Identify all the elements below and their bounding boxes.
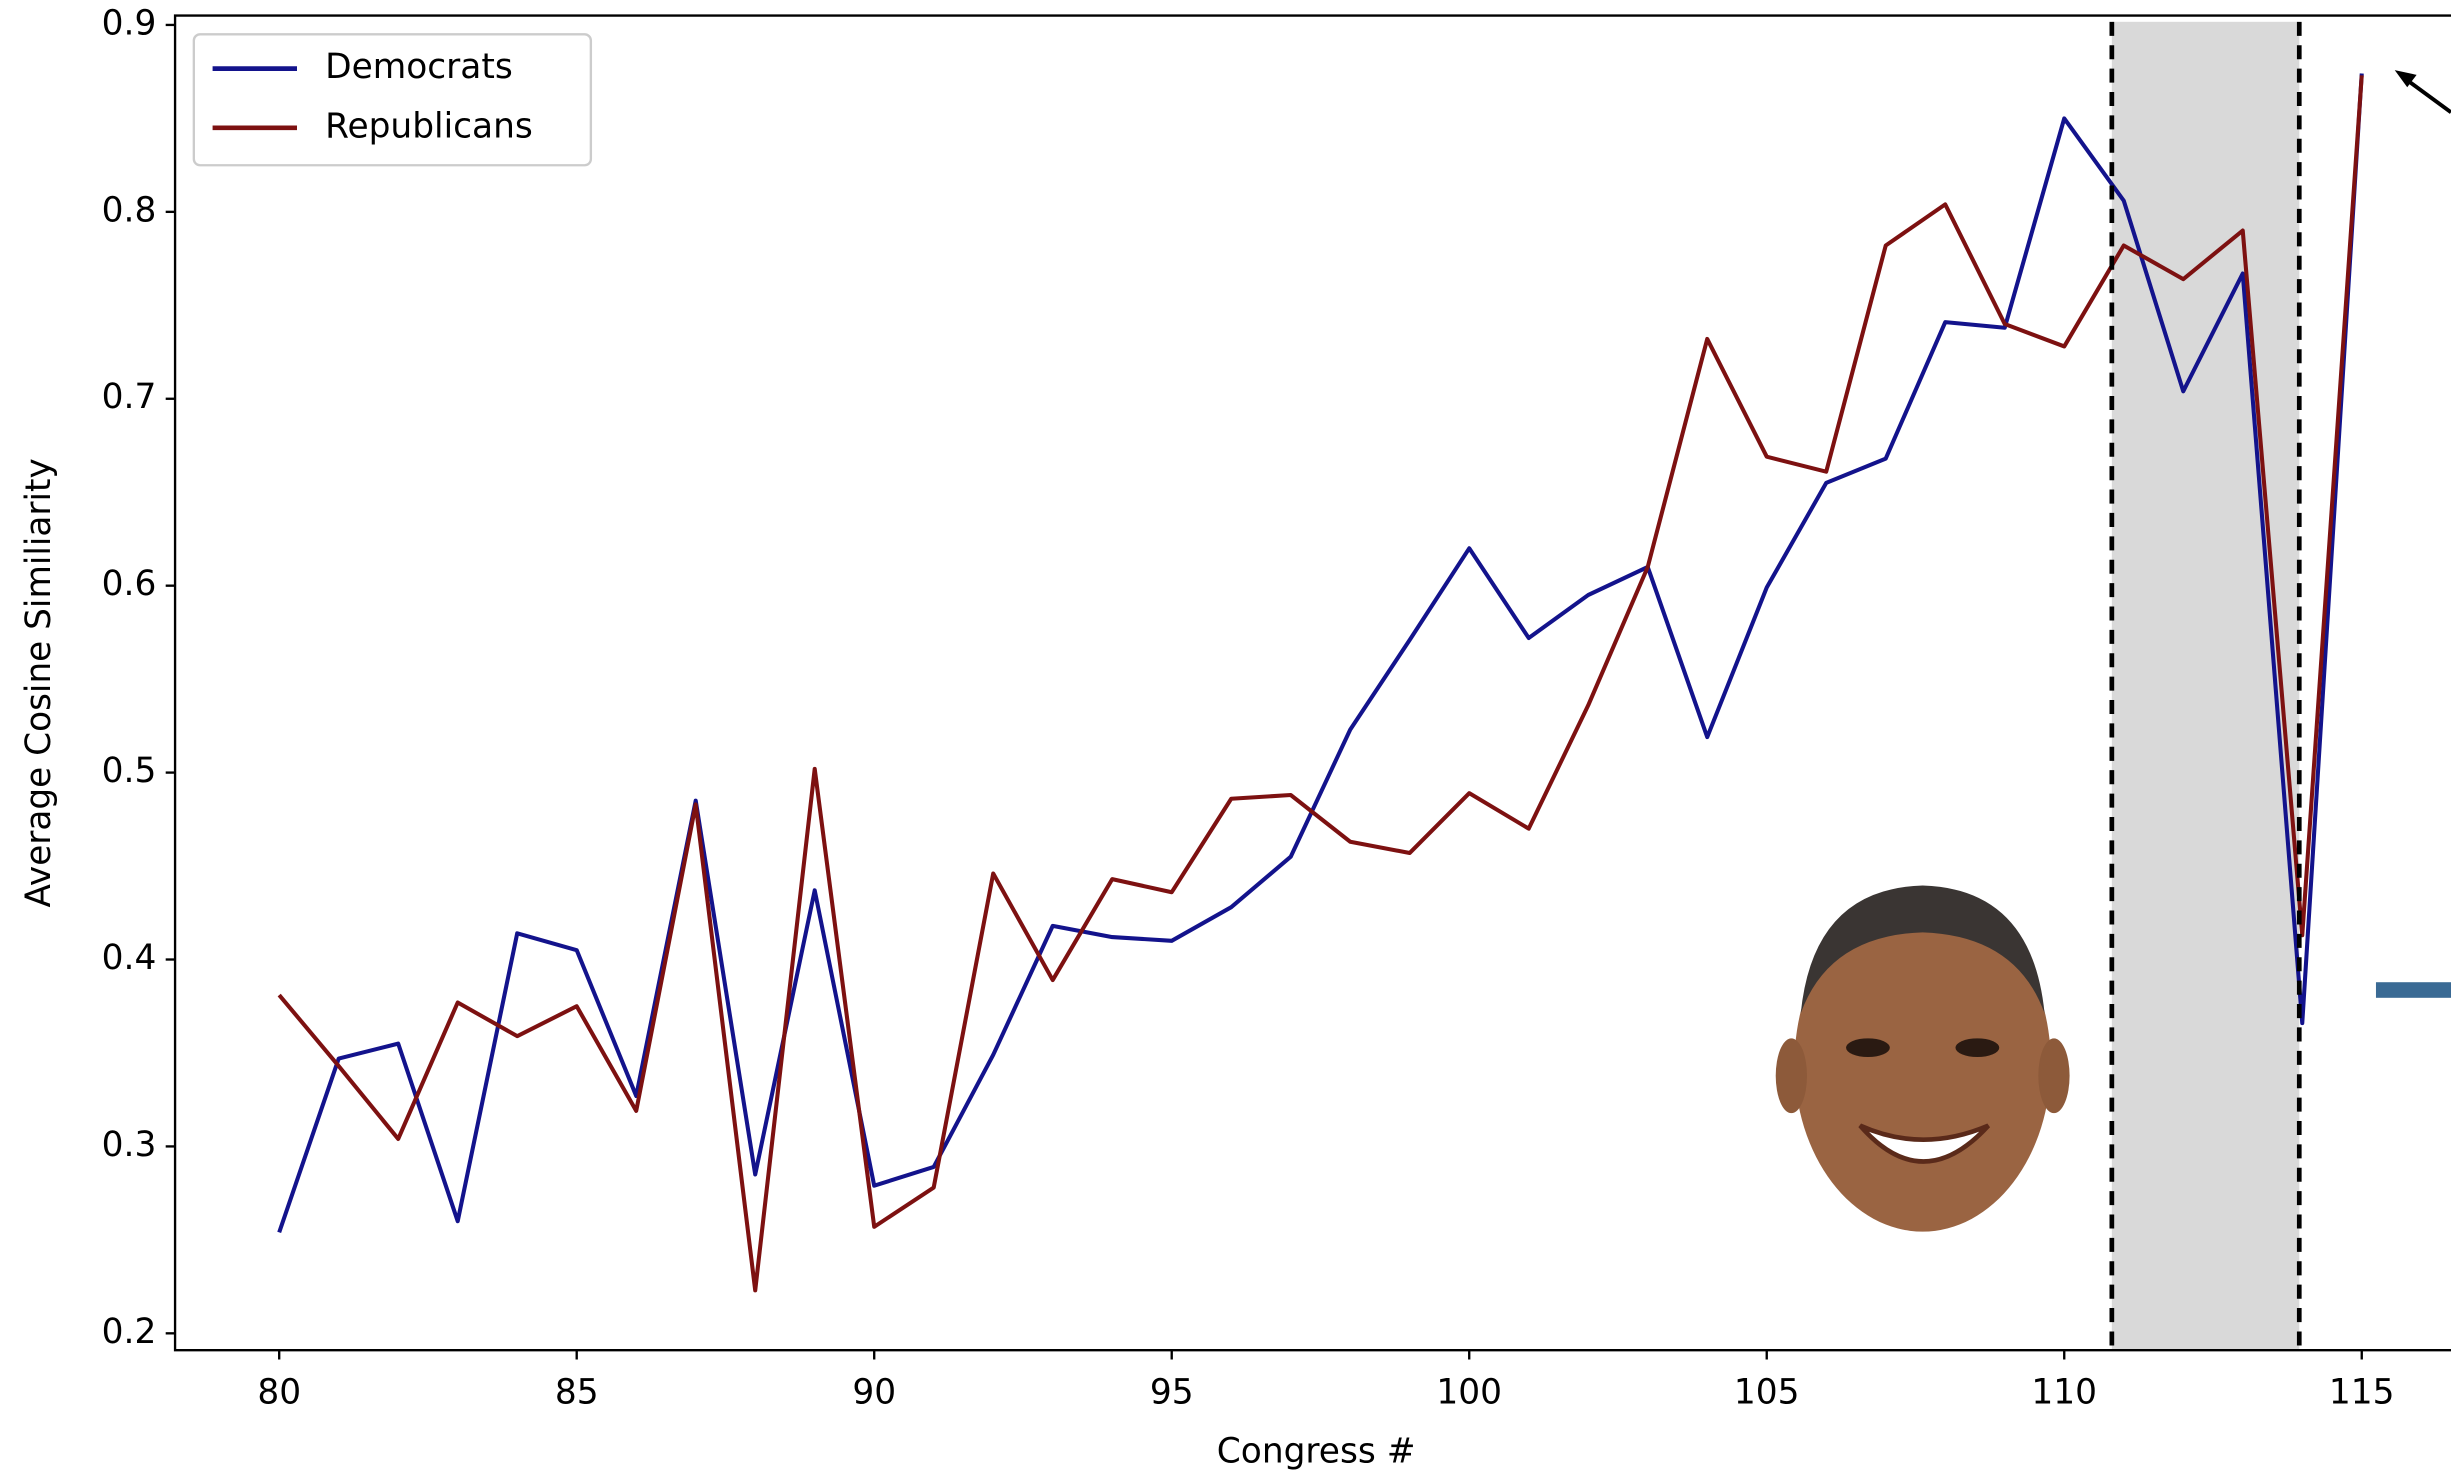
y-tick-label: 0.3 xyxy=(102,1125,157,1165)
legend: Democrats Republicans xyxy=(192,33,593,167)
side-bar xyxy=(2375,982,2451,998)
x-tick-label: 95 xyxy=(1150,1372,1194,1412)
y-tick-label: 0.2 xyxy=(102,1312,157,1352)
x-tick-label: 90 xyxy=(852,1372,896,1412)
y-axis-label: Average Cosine Similiarity xyxy=(19,458,59,907)
y-tick-label: 0.5 xyxy=(102,751,157,791)
x-axis-label: Congress # xyxy=(1217,1432,1416,1472)
y-tick-label: 0.9 xyxy=(102,3,157,43)
axes-layer: 0.2 0.3 0.4 0.5 0.6 0.7 0.8 0.9 80 85 90 95 100 105 11… xyxy=(102,3,2451,1412)
y-tick-label: 0.4 xyxy=(102,938,157,978)
highlight-band xyxy=(2111,21,2300,1351)
x-tick-label: 115 xyxy=(2329,1372,2395,1412)
x-tick-label: 100 xyxy=(1436,1372,1502,1412)
x-tick-label: 110 xyxy=(2031,1372,2097,1412)
x-tick-label: 85 xyxy=(555,1372,599,1412)
series-line xyxy=(277,75,2364,1293)
background-layer xyxy=(2111,21,2300,1351)
y-tick-label: 0.7 xyxy=(102,377,157,417)
legend-label: Republicans xyxy=(325,106,533,146)
y-tick-label: 0.8 xyxy=(102,190,157,230)
x-tick-label: 80 xyxy=(257,1372,301,1412)
face-photo xyxy=(1775,885,2070,1232)
annotation-arrow xyxy=(2402,76,2451,114)
series-line xyxy=(277,73,2364,1234)
axes-frame xyxy=(173,14,2451,1352)
arrow-head xyxy=(2394,70,2417,88)
legend-label: Democrats xyxy=(325,47,513,87)
y-tick-label: 0.6 xyxy=(102,564,157,604)
x-tick-label: 105 xyxy=(1734,1372,1800,1412)
